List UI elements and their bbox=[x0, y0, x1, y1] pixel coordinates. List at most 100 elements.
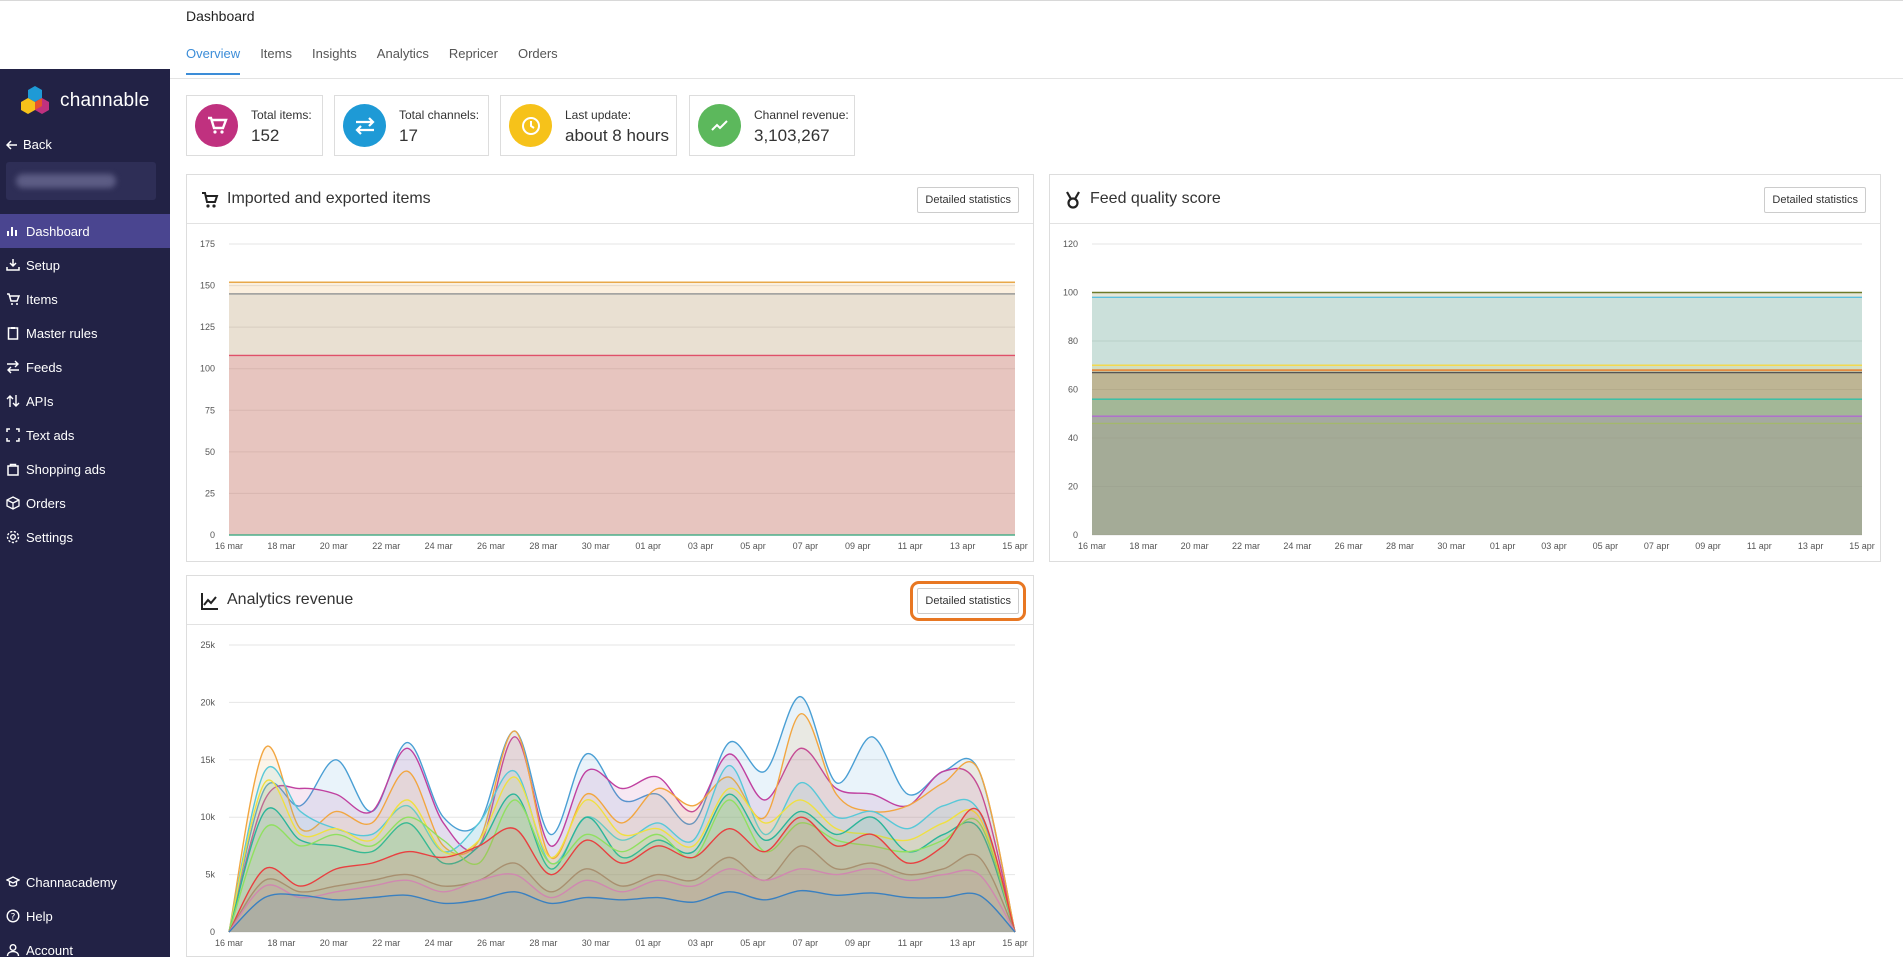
up-down-arrows-icon bbox=[6, 394, 20, 408]
tab-items[interactable]: Items bbox=[260, 46, 292, 61]
series-5-line bbox=[228, 793, 1016, 933]
series-1-line bbox=[228, 736, 1016, 933]
detailed-statistics-button[interactable]: Detailed statistics bbox=[1764, 187, 1866, 213]
series-0-line bbox=[228, 695, 1016, 933]
box-icon bbox=[6, 496, 20, 510]
sidebar-item-label: Setup bbox=[26, 257, 60, 273]
sidebar-item-setup[interactable]: Setup bbox=[0, 248, 170, 282]
x-tick-label: 16 mar bbox=[215, 541, 243, 551]
download-tray-icon bbox=[6, 258, 20, 272]
medal-icon bbox=[1066, 191, 1080, 209]
sidebar-item-text-ads[interactable]: Text ads bbox=[0, 418, 170, 452]
sidebar-item-items[interactable]: Items bbox=[0, 282, 170, 316]
x-tick-label: 09 apr bbox=[845, 541, 871, 551]
sidebar-item-apis[interactable]: APIs bbox=[0, 384, 170, 418]
x-tick-label: 03 apr bbox=[688, 938, 714, 948]
sidebar-item-channacademy[interactable]: Channacademy bbox=[0, 865, 170, 899]
series-0-area bbox=[229, 282, 1015, 535]
x-tick-label: 22 mar bbox=[372, 541, 400, 551]
y-tick-label: 120 bbox=[1063, 239, 1078, 249]
sidebar-item-label: Master rules bbox=[26, 325, 98, 341]
sidebar-item-help[interactable]: ? Help bbox=[0, 899, 170, 933]
cart-icon bbox=[195, 104, 238, 147]
y-tick-label: 40 bbox=[1068, 433, 1078, 443]
series-4-area bbox=[1092, 372, 1862, 535]
project-name-redacted bbox=[16, 174, 116, 188]
swap-arrows-icon bbox=[343, 104, 386, 147]
x-tick-label: 09 apr bbox=[845, 938, 871, 948]
series-7-area bbox=[1092, 423, 1862, 535]
y-tick-label: 175 bbox=[200, 239, 215, 249]
x-tick-label: 26 mar bbox=[477, 938, 505, 948]
graduation-cap-icon bbox=[6, 875, 20, 889]
help-circle-icon: ? bbox=[6, 909, 20, 923]
sidebar-item-settings[interactable]: Settings bbox=[0, 520, 170, 554]
gear-icon bbox=[6, 530, 20, 544]
x-tick-label: 20 mar bbox=[320, 541, 348, 551]
detailed-statistics-button[interactable]: Detailed statistics bbox=[917, 187, 1019, 213]
stat-value: 17 bbox=[399, 126, 418, 145]
stat-card-last-update: Last update: about 8 hours bbox=[500, 95, 677, 156]
x-tick-label: 03 apr bbox=[1541, 541, 1567, 551]
feed-quality-chart: 0 20 40 60 80 100 120 16 mar 18 mar 20 mar 22 mar 2… bbox=[1063, 239, 1875, 551]
sidebar-item-label: Items bbox=[26, 291, 58, 307]
stat-card-total-channels: Total channels: 17 bbox=[334, 95, 489, 156]
y-tick-label: 25k bbox=[200, 640, 215, 650]
detailed-statistics-button[interactable]: Detailed statistics bbox=[910, 581, 1026, 621]
sidebar: channable Back Dashboard Setup Items Master… bbox=[0, 69, 170, 958]
back-link[interactable]: Back bbox=[6, 137, 52, 152]
x-tick-label: 13 apr bbox=[950, 938, 976, 948]
sidebar-item-label: Account bbox=[26, 942, 73, 958]
x-tick-label: 28 mar bbox=[1386, 541, 1414, 551]
sidebar-item-feeds[interactable]: Feeds bbox=[0, 350, 170, 384]
panel-title: Feed quality score bbox=[1090, 190, 1221, 207]
stat-value: about 8 hours bbox=[565, 126, 669, 145]
x-tick-label: 15 apr bbox=[1849, 541, 1875, 551]
panel-header: Analytics revenue Detailed statistics bbox=[187, 576, 1033, 625]
project-selector[interactable] bbox=[6, 162, 156, 200]
frame-icon bbox=[6, 428, 20, 442]
x-tick-label: 18 mar bbox=[267, 938, 295, 948]
series-2-area bbox=[229, 713, 1015, 932]
x-tick-label: 16 mar bbox=[1078, 541, 1106, 551]
x-tick-label: 16 mar bbox=[215, 938, 243, 948]
arrow-left-icon bbox=[6, 139, 17, 150]
sidebar-item-master-rules[interactable]: Master rules bbox=[0, 316, 170, 350]
tab-orders[interactable]: Orders bbox=[517, 46, 558, 61]
imported-exported-chart: 0 25 50 75 100 125 150 175 16 mar 18 mar 20 mar 22 … bbox=[200, 239, 1028, 551]
y-tick-label: 0 bbox=[210, 530, 215, 540]
tab-insights[interactable]: Insights bbox=[311, 46, 357, 61]
sidebar-item-label: Orders bbox=[26, 495, 66, 511]
x-tick-label: 09 apr bbox=[1695, 541, 1721, 551]
y-tick-label: 125 bbox=[200, 322, 215, 332]
y-tick-label: 0 bbox=[1073, 530, 1078, 540]
sidebar-item-label: APIs bbox=[26, 393, 54, 409]
x-tick-label: 01 apr bbox=[635, 938, 661, 948]
stat-value: 152 bbox=[251, 126, 280, 145]
x-tick-label: 20 mar bbox=[320, 938, 348, 948]
x-tick-label: 13 apr bbox=[1798, 541, 1824, 551]
sidebar-item-dashboard[interactable]: Dashboard bbox=[0, 214, 170, 248]
stat-label: Total channels: bbox=[399, 108, 480, 122]
sidebar-item-shopping-ads[interactable]: Shopping ads bbox=[0, 452, 170, 486]
panel-header: Feed quality score Detailed statistics bbox=[1050, 175, 1880, 224]
sidebar-item-label: Settings bbox=[26, 529, 73, 545]
tab-bar: Overview Items Insights Analytics Repricer Or… bbox=[186, 46, 558, 75]
top-divider bbox=[0, 0, 1903, 1]
x-tick-label: 01 apr bbox=[1490, 541, 1516, 551]
x-tick-label: 30 mar bbox=[582, 938, 610, 948]
app-logo[interactable]: channable bbox=[18, 81, 150, 121]
x-tick-label: 22 mar bbox=[372, 938, 400, 948]
tab-analytics[interactable]: Analytics bbox=[376, 46, 429, 61]
tab-repricer[interactable]: Repricer bbox=[448, 46, 498, 61]
panel-title: Analytics revenue bbox=[227, 591, 354, 608]
x-tick-label: 03 apr bbox=[688, 541, 714, 551]
back-label: Back bbox=[23, 137, 52, 152]
tab-overview[interactable]: Overview bbox=[186, 46, 241, 75]
x-tick-label: 28 mar bbox=[529, 938, 557, 948]
sidebar-item-orders[interactable]: Orders bbox=[0, 486, 170, 520]
stat-card-total-items: Total items: 152 bbox=[186, 95, 323, 156]
sidebar-item-account[interactable]: Account bbox=[0, 933, 170, 967]
imported-exported-panel: Imported and exported items Detailed sta… bbox=[186, 174, 1034, 562]
